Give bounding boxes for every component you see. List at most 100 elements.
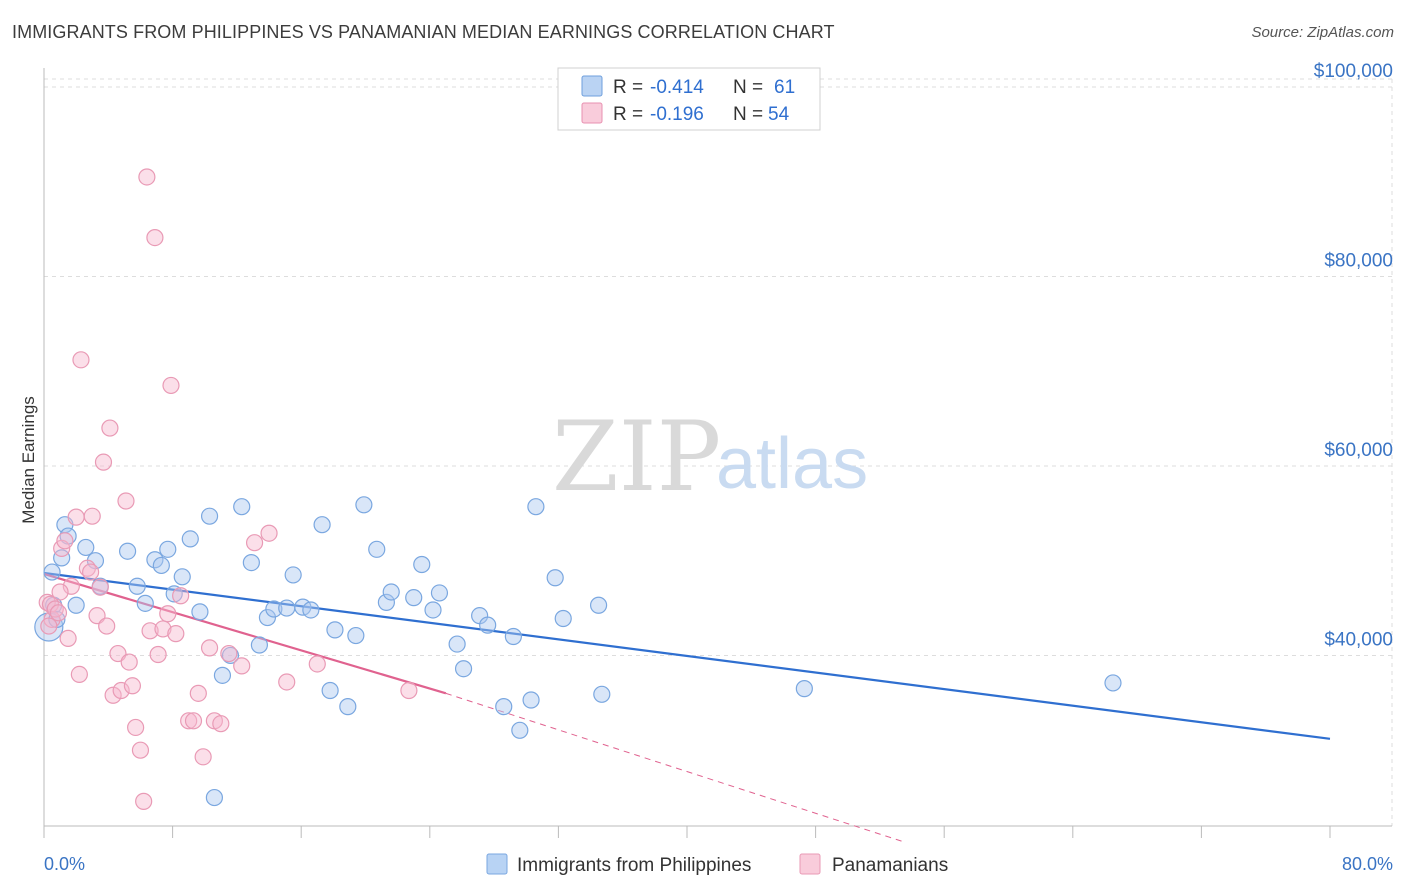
bottom-legend-label-pink: Panamanians — [832, 855, 948, 876]
point-philippines — [205, 788, 223, 807]
point-panamanian — [59, 629, 77, 647]
trend-extension-panamanian — [445, 692, 905, 843]
point-philippines — [128, 577, 146, 595]
point-philippines — [339, 698, 357, 716]
point-panamanian — [91, 578, 109, 596]
bottom-legend: Immigrants from Philippines Panamanians — [486, 853, 948, 876]
point-panamanian — [94, 453, 113, 471]
point-philippines — [233, 498, 251, 516]
point-philippines — [382, 583, 400, 601]
point-panamanian — [117, 492, 135, 510]
point-philippines — [479, 616, 497, 634]
point-panamanian — [98, 617, 116, 635]
x-tick-label-max: 80.0% — [1342, 854, 1393, 874]
point-philippines — [152, 556, 170, 575]
watermark-atlas: atlas — [716, 424, 868, 504]
point-philippines — [347, 626, 365, 645]
point-panamanian — [40, 617, 58, 635]
point-philippines — [321, 681, 339, 700]
point-philippines — [53, 549, 71, 567]
watermark-zip: ZIP — [552, 401, 721, 513]
point-philippines — [213, 666, 232, 684]
legend-n-label-1: N = — [733, 77, 763, 98]
point-panamanian — [138, 168, 156, 186]
x-tick-label-min: 0.0% — [44, 854, 85, 874]
point-panamanian — [400, 681, 418, 700]
point-philippines — [159, 540, 177, 558]
point-panamanian — [308, 655, 326, 673]
point-panamanian — [56, 532, 74, 550]
point-panamanian — [120, 653, 138, 671]
point-philippines — [355, 496, 373, 514]
point-philippines — [546, 569, 564, 587]
top-legend: R = -0.414 N = 61 R = -0.196 N = 54 — [557, 67, 821, 131]
point-panamanian — [131, 741, 150, 759]
point-panamanian — [49, 604, 68, 622]
point-panamanian — [220, 644, 238, 663]
point-philippines — [265, 600, 283, 618]
y-tick-label: $60,000 — [1324, 440, 1393, 461]
point-philippines — [377, 593, 395, 611]
source-label: Source: ZipAtlas.com — [1251, 24, 1394, 41]
point-philippines — [242, 553, 260, 572]
bottom-legend-label-blue: Immigrants from Philippines — [517, 855, 751, 876]
point-panamanian — [72, 351, 90, 369]
point-philippines — [527, 498, 545, 516]
point-philippines — [424, 601, 442, 619]
legend-n-value-1: 61 — [774, 77, 795, 98]
point-philippines — [589, 596, 608, 614]
point-panamanian — [51, 583, 69, 601]
point-philippines — [284, 566, 302, 584]
point-panamanian — [101, 419, 119, 437]
point-panamanian — [260, 524, 278, 542]
point-panamanian — [149, 645, 167, 664]
point-panamanian — [123, 677, 142, 695]
point-panamanian — [180, 712, 198, 730]
point-philippines — [593, 685, 611, 703]
y-tick-labels: $40,000 $60,000 $80,000 $100,000 — [1314, 61, 1393, 651]
point-philippines — [1104, 674, 1122, 692]
legend-r-label-1: R = — [613, 77, 643, 98]
legend-n-value-2: 54 — [768, 104, 790, 125]
point-philippines — [313, 516, 331, 534]
point-panamanian — [200, 639, 219, 657]
point-philippines — [191, 603, 209, 621]
point-philippines — [554, 609, 572, 628]
point-panamanian — [127, 718, 145, 737]
legend-swatch-blue — [581, 75, 603, 97]
legend-r-value-1: -0.414 — [650, 77, 704, 98]
point-panamanian — [212, 715, 230, 733]
point-philippines — [368, 540, 386, 558]
legend-n-label-2: N = — [733, 104, 763, 125]
point-philippines — [250, 636, 269, 654]
point-panamanian — [82, 563, 100, 581]
point-philippines — [77, 538, 95, 557]
legend-r-value-2: -0.196 — [650, 104, 704, 125]
legend-r-label-2: R = — [613, 104, 643, 125]
point-philippines — [405, 589, 423, 607]
point-philippines — [454, 660, 473, 678]
point-panamanian — [189, 684, 207, 702]
point-philippines — [118, 542, 137, 560]
chart-title: IMMIGRANTS FROM PHILIPPINES VS PANAMANIA… — [12, 22, 835, 42]
axes — [43, 68, 1392, 838]
point-philippines — [136, 594, 154, 612]
point-panamanian — [135, 792, 153, 810]
point-panamanian — [172, 587, 190, 605]
point-philippines — [258, 608, 277, 627]
point-philippines — [302, 601, 320, 619]
y-tick-label: $40,000 — [1324, 629, 1393, 650]
point-panamanian — [245, 534, 264, 552]
point-philippines — [43, 563, 61, 581]
bottom-legend-swatch-pink — [799, 853, 821, 875]
point-panamanian — [278, 673, 296, 691]
point-philippines — [173, 568, 191, 586]
point-panamanian — [104, 686, 122, 704]
trend-line-panamanian — [43, 572, 447, 695]
point-philippines — [511, 721, 529, 739]
point-panamanian — [112, 681, 130, 700]
point-panamanian — [194, 748, 212, 766]
legend-swatch-pink — [581, 102, 603, 124]
y-axis-label: Median Earnings — [19, 396, 38, 524]
point-panamanian — [162, 376, 180, 395]
